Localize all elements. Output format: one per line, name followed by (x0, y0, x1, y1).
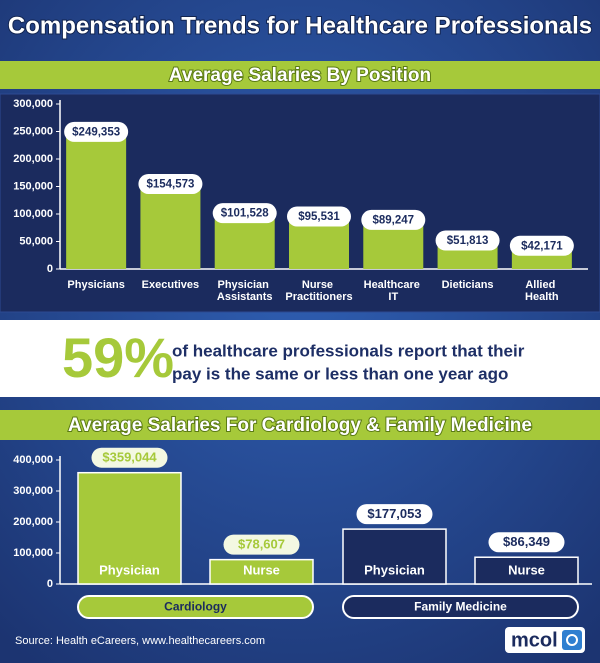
x-tick-label: Healthcare IT (364, 279, 423, 303)
x-tick-label: Physician Assistants (217, 279, 273, 303)
value-label: $359,044 (102, 450, 157, 465)
value-label: $86,349 (503, 534, 550, 549)
y-tick-label: 400,000 (13, 454, 53, 466)
value-label-bg (435, 230, 500, 251)
banner (0, 61, 600, 89)
bar (342, 528, 447, 585)
logo-icon (562, 630, 582, 650)
y-tick-label: 200,000 (13, 153, 53, 165)
x-tick-label: Dieticians (442, 279, 494, 291)
value-label-bg (356, 504, 433, 525)
x-tick-label-line: Executives (142, 279, 199, 291)
banner (0, 410, 600, 440)
logo-icon-mark (566, 634, 578, 646)
y-tick-label: 100,000 (13, 208, 53, 220)
logo: mcol (511, 629, 558, 651)
value-label-bg (138, 173, 203, 194)
value-label: $154,573 (146, 179, 194, 191)
bar (209, 558, 314, 585)
bar-label: Physician (99, 562, 160, 577)
x-tick-label-line: IT (388, 291, 398, 303)
value-label-bg (223, 534, 300, 555)
y-tick-label: 0 (47, 578, 53, 590)
value-label-bg (287, 206, 351, 227)
value-label: $51,813 (447, 235, 489, 247)
value-label-bg (488, 532, 565, 553)
value-label-bg (509, 235, 574, 256)
stat-band (0, 320, 600, 397)
y-tick-label: 100,000 (13, 547, 53, 559)
bar (474, 556, 579, 585)
y-tick-label: 300,000 (13, 98, 53, 110)
x-tick-label-line: Assistants (217, 291, 273, 303)
x-tick-label-line: Physicians (67, 279, 124, 291)
x-tick-label-line: Practitioners (285, 291, 352, 303)
x-tick-label-line: Health (525, 291, 559, 303)
value-label-bg (91, 447, 168, 468)
bar (66, 131, 127, 269)
legend-label: Family Medicine (414, 600, 507, 614)
x-tick-label: Physicians (67, 279, 124, 291)
x-tick-label-line: Nurse (302, 279, 336, 291)
chart-title: Average Salaries For Cardiology & Family… (68, 415, 532, 436)
x-tick-label-line: Dieticians (442, 279, 494, 291)
y-tick-label: 0 (47, 263, 53, 275)
stat-text: pay is the same or less than one year ag… (172, 364, 508, 383)
stat-text: of healthcare professionals report that … (172, 341, 525, 360)
stat-figure: 59% (62, 326, 174, 389)
x-tick-label-line: Physician (218, 279, 272, 291)
bar-label: Physician (364, 562, 425, 577)
y-tick-label: 300,000 (13, 485, 53, 497)
legend-pill (77, 595, 314, 619)
legend-pill (342, 595, 579, 619)
source: Source: Health eCareers, www.healthecare… (15, 635, 265, 647)
x-tick-label-line: Healthcare (364, 279, 423, 291)
value-label-bg (361, 209, 426, 230)
value-label: $95,531 (298, 211, 340, 223)
value-label: $78,607 (238, 537, 285, 552)
bar (140, 183, 201, 269)
value-label: $249,353 (72, 126, 120, 138)
value-label-bg (212, 203, 277, 224)
legend-label: Cardiology (164, 600, 227, 614)
value-label-bg (64, 121, 129, 142)
value-label: $101,528 (221, 208, 270, 220)
bar-label: Nurse (508, 562, 545, 577)
chart-title: Average Salaries By Position (169, 65, 431, 86)
y-tick-label: 150,000 (13, 180, 53, 192)
x-tick-label: Nurse Practitioners (285, 279, 352, 303)
x-tick-label: Allied Health (525, 279, 559, 303)
value-label: $42,171 (521, 240, 563, 252)
value-label: $89,247 (372, 214, 414, 226)
y-tick-label: 250,000 (13, 125, 53, 137)
x-tick-label: Executives (142, 279, 199, 291)
x-tick-label-line: Allied (525, 279, 558, 291)
y-tick-label: 50,000 (19, 235, 53, 247)
value-label: $177,053 (367, 506, 421, 521)
y-tick-label: 200,000 (13, 516, 53, 528)
bar-label: Nurse (243, 562, 280, 577)
page-title: Compensation Trends for Healthcare Profe… (8, 12, 592, 39)
bar (77, 471, 182, 585)
